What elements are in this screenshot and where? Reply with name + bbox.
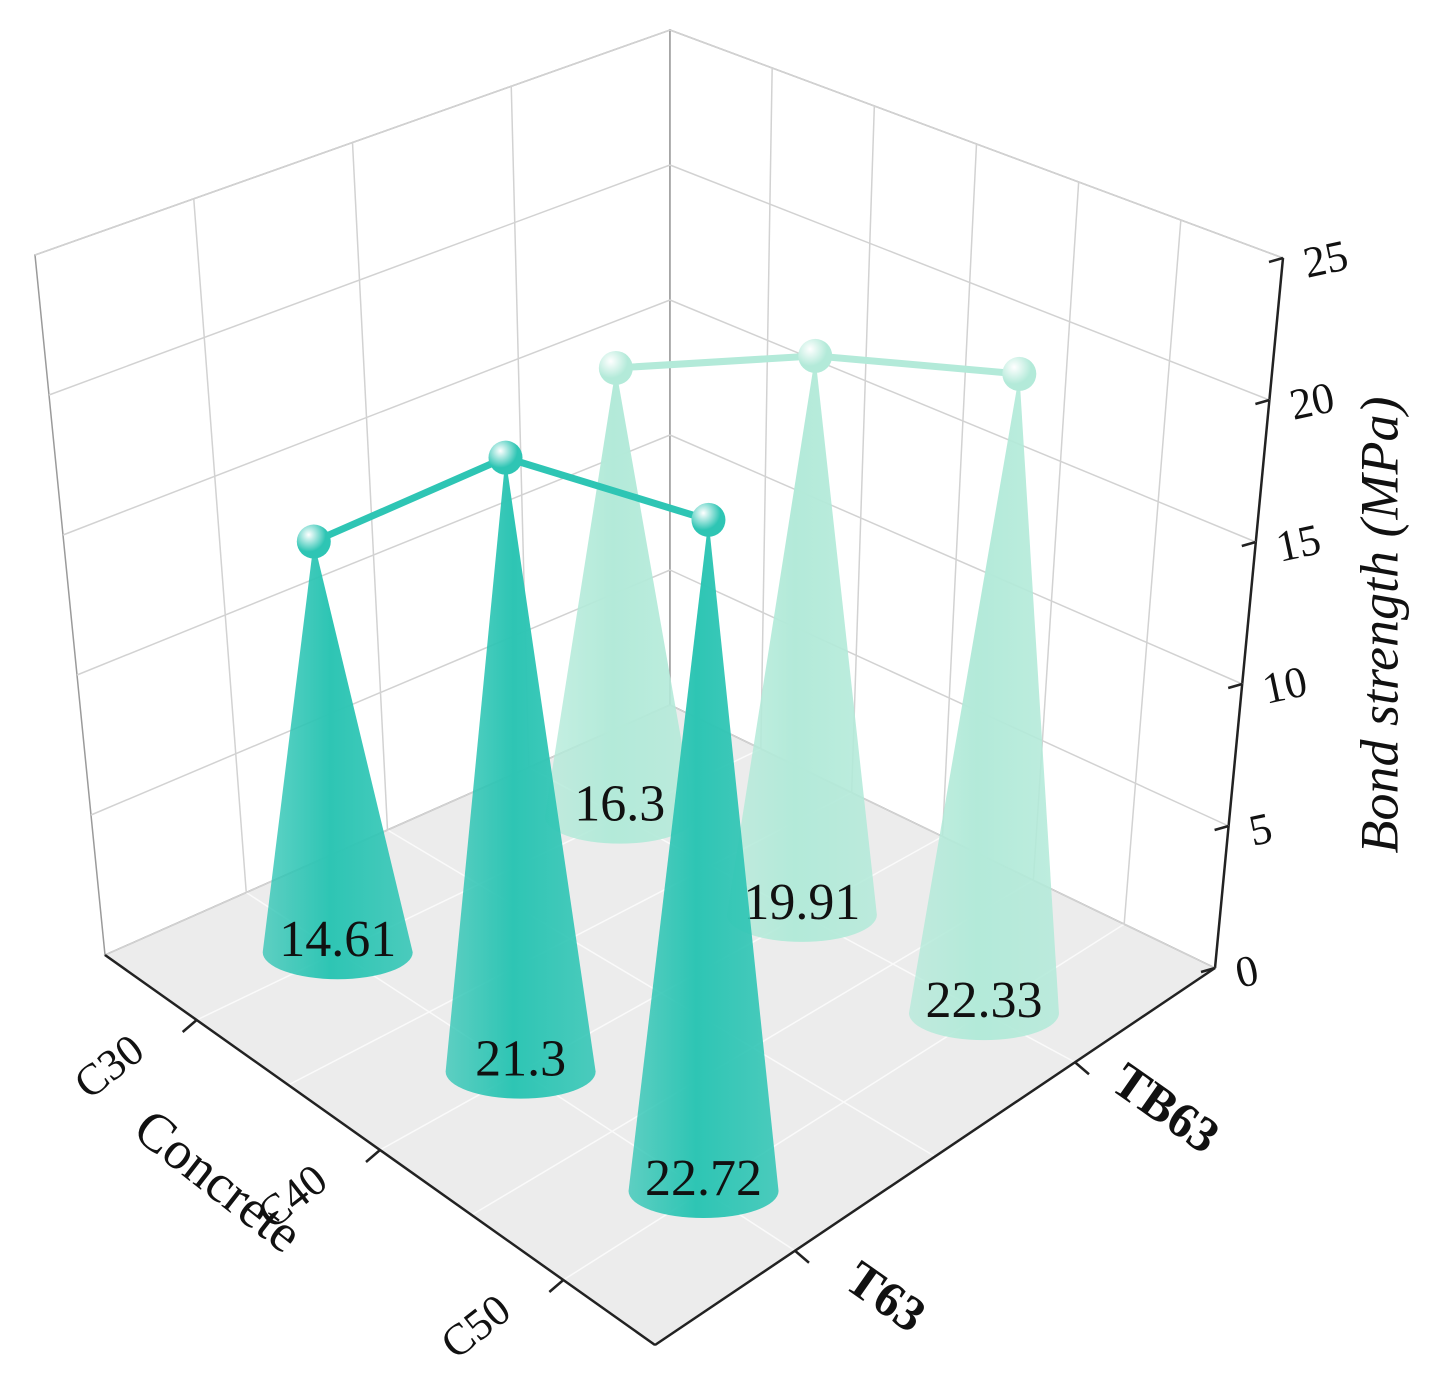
z-tick: [1214, 824, 1229, 832]
wall-grid-line: [351, 142, 389, 831]
series-tick: [1074, 1061, 1090, 1076]
x-tick-label: C50: [432, 1285, 520, 1369]
grid-line: [669, 569, 1229, 827]
z-axis-line: [1213, 257, 1285, 969]
z-tick-label: 5: [1245, 803, 1277, 856]
x-tick-label: C30: [65, 1025, 153, 1109]
wall-grid-line: [760, 67, 773, 749]
cone: [262, 541, 413, 980]
wall-grid-line: [193, 198, 247, 893]
cone: [908, 373, 1059, 1041]
x-tick: [365, 1149, 381, 1163]
z-tick-label: 0: [1231, 945, 1263, 998]
z-tick: [1227, 682, 1243, 690]
grid-line: [669, 299, 1257, 543]
z-tick-label: 20: [1285, 373, 1338, 430]
cone: [445, 457, 596, 1099]
cone: [628, 519, 779, 1219]
x-tick: [181, 1019, 198, 1033]
apex-marker: [1002, 356, 1037, 391]
wall-grid-line: [850, 105, 876, 793]
apex-marker: [488, 440, 523, 475]
series-axis-line: [654, 966, 1216, 1347]
z-tick: [1255, 398, 1270, 406]
value-label: 21.3: [475, 1031, 566, 1088]
apex-marker: [691, 502, 726, 537]
z-tick-label: 10: [1258, 657, 1311, 714]
cone: [544, 367, 695, 844]
series-label: TB63: [1102, 1051, 1230, 1164]
grid-line: [48, 164, 671, 396]
apex-marker: [798, 338, 833, 373]
grid-line: [669, 164, 1270, 401]
z-tick: [1268, 256, 1284, 264]
z-tick: [1241, 540, 1257, 548]
value-label: 22.72: [645, 1150, 762, 1207]
wall-grid-line: [1123, 219, 1182, 925]
grid-line: [34, 29, 671, 256]
grid-line: [669, 29, 1284, 259]
grid-line: [669, 434, 1243, 685]
series-label: T63: [836, 1249, 936, 1343]
series-tick: [794, 1249, 810, 1264]
value-label: 16.3: [574, 776, 665, 833]
cone: [726, 355, 877, 942]
value-label: 14.61: [279, 911, 396, 968]
apex-marker: [598, 350, 633, 385]
z-axis-title: Bond strength (MPa): [1349, 397, 1409, 854]
z-tick-label: 25: [1299, 231, 1352, 288]
apex-marker: [296, 524, 331, 559]
z-tick-label: 15: [1272, 515, 1325, 572]
wall-grid-line: [941, 143, 978, 837]
x-tick: [548, 1279, 565, 1293]
grid-line: [62, 299, 671, 536]
grid-line: [90, 569, 671, 816]
value-label: 19.91: [743, 874, 860, 931]
value-label: 22.33: [925, 972, 1042, 1029]
